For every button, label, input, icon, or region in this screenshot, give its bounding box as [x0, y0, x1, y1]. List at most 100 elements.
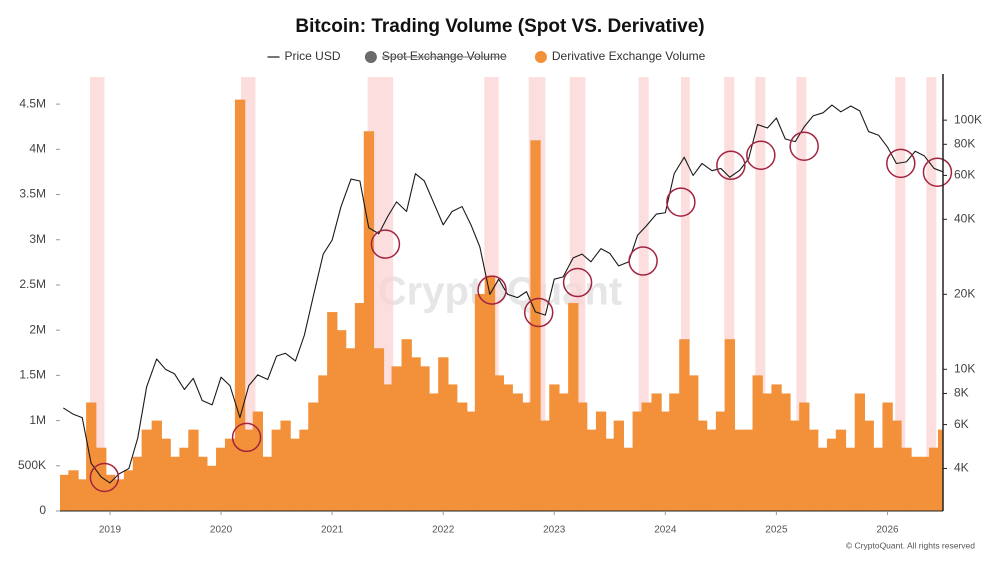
volume-bar: [86, 402, 97, 511]
annotation-circle: [666, 187, 696, 217]
volume-bar: [891, 420, 902, 511]
volume-bar: [743, 429, 754, 511]
volume-bar: [919, 456, 930, 511]
highlight-band: [638, 77, 649, 511]
volume-bar: [558, 393, 569, 511]
annotation-circle: [89, 462, 120, 493]
volume-bar: [854, 393, 865, 511]
volume-bar: [188, 429, 199, 511]
y2-tick-label: 6K: [954, 417, 969, 431]
volume-bar: [160, 438, 171, 511]
volume-bar: [318, 375, 329, 511]
y-tick-label: 4M: [29, 142, 46, 156]
volume-bar: [299, 429, 310, 511]
volume-bar: [799, 402, 810, 511]
volume-bar: [447, 384, 458, 511]
x-tick-label: 2024: [654, 525, 677, 536]
volume-bar: [595, 411, 607, 511]
volume-bar: [901, 447, 912, 511]
y-tick-label: 3.5M: [19, 187, 46, 201]
volume-bar: [540, 420, 551, 511]
legend: Price USD Spot Exchange Volume Derivative …: [267, 49, 706, 63]
volume-bar: [234, 99, 246, 511]
volume-bar: [613, 420, 624, 511]
y2-tick-label: 20K: [954, 286, 975, 300]
legend-label: Price USD: [285, 49, 341, 63]
volume-bar: [688, 375, 699, 511]
volume-bar: [151, 420, 162, 511]
y-tick-label: 4.5M: [19, 96, 46, 110]
volume-bar: [762, 393, 773, 511]
volume-bar: [715, 411, 727, 511]
volume-bar: [679, 339, 690, 511]
volume-bar: [77, 479, 88, 511]
axes-layer: 0 500K 1M 1.5M 2M 2.5M 3M 3.5M 4M 4.5M 4K 6K 8K 10K 20…: [18, 74, 982, 536]
legend-item[interactable]: Derivative Exchange Volume: [534, 49, 706, 63]
volume-bar: [882, 402, 893, 511]
volume-bar: [457, 402, 468, 511]
volume-bar: [818, 447, 829, 511]
x-tick-label: 2025: [765, 525, 788, 536]
volume-bar: [752, 375, 763, 511]
legend-label: Spot Exchange Volume: [382, 49, 507, 63]
volume-bar: [104, 474, 116, 511]
x-tick-label: 2022: [432, 525, 455, 536]
volume-bar: [280, 420, 291, 511]
volume-bar: [216, 447, 227, 511]
volume-bar: [706, 429, 718, 511]
volume-bar: [724, 339, 736, 511]
y-tick-label: 1M: [29, 413, 46, 427]
volume-bar: [96, 447, 107, 511]
volume-bar: [224, 438, 236, 511]
volume-bar: [521, 402, 532, 511]
y2-tick-label: 100K: [954, 112, 982, 126]
volume-bar: [308, 402, 319, 511]
highlight-band: [926, 77, 937, 511]
volume-bar: [243, 429, 255, 511]
volume-bar: [373, 348, 385, 511]
volume-bar: [910, 456, 921, 511]
y2-tick-label: 4K: [954, 461, 969, 475]
highlight-band: [680, 77, 690, 511]
annotation-circle: [789, 131, 819, 161]
volume-bar: [568, 303, 579, 511]
circle-layer: [89, 131, 953, 493]
volume-bar: [327, 312, 338, 511]
legend-item[interactable]: Spot Exchange Volume: [364, 49, 507, 63]
highlight-band: [755, 77, 766, 511]
volume-bar: [623, 447, 634, 511]
bar-layer: [60, 99, 943, 511]
volume-bar: [123, 470, 135, 511]
volume-bar: [252, 411, 264, 511]
y2-tick-label: 80K: [954, 136, 975, 150]
volume-bar: [207, 465, 218, 511]
volume-bar: [290, 438, 301, 511]
volume-bar: [419, 366, 430, 511]
annotation-circle: [562, 267, 593, 298]
volume-bar: [549, 384, 560, 511]
annotation-circle: [886, 148, 916, 179]
y-tick-label: 3M: [29, 232, 46, 246]
highlight-band: [895, 77, 906, 511]
volume-bar: [845, 447, 857, 511]
legend-swatch: [534, 51, 547, 63]
volume-bar: [354, 303, 366, 511]
volume-bar: [382, 384, 393, 511]
volume-bar: [585, 429, 597, 511]
legend-item[interactable]: Price USD: [267, 49, 341, 63]
volume-bar: [696, 420, 708, 511]
volume-bar: [835, 429, 847, 511]
annotation-circle: [922, 157, 953, 187]
volume-bar: [512, 393, 523, 511]
volume-bar: [632, 411, 643, 511]
volume-bar: [826, 438, 838, 511]
price-line: [63, 104, 943, 484]
volume-bar: [493, 375, 505, 511]
volume-bar: [502, 384, 513, 511]
volume-bar: [113, 479, 125, 511]
volume-bar: [771, 384, 782, 511]
footer: © CryptoQuant. All rights reserved: [846, 540, 975, 550]
volume-bar: [346, 348, 357, 511]
